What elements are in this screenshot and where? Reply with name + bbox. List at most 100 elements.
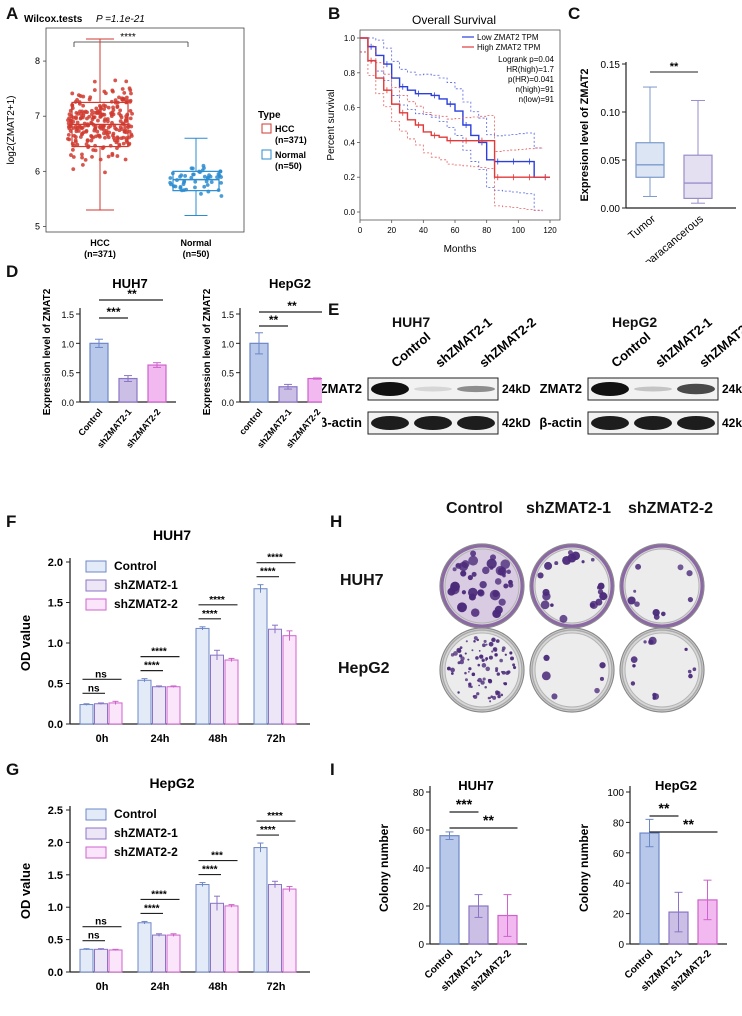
survival-curve-low <box>360 37 550 178</box>
od-bar <box>210 654 224 725</box>
data-point <box>204 179 209 184</box>
sig-label: **** <box>209 595 225 606</box>
colony <box>470 685 473 689</box>
colony <box>648 639 654 645</box>
colony <box>501 646 506 651</box>
colony <box>497 567 507 576</box>
colony <box>492 590 500 597</box>
sig-label: **** <box>202 609 218 620</box>
sig-label: **** <box>260 825 276 836</box>
colony <box>512 663 516 667</box>
data-point <box>91 115 96 120</box>
colony <box>635 563 642 570</box>
ci-lower <box>360 51 543 212</box>
colony <box>479 580 487 589</box>
colony <box>500 559 511 569</box>
y-axis-label: Expresion level of ZMAT2 <box>579 68 591 201</box>
y-tick-label: 1.5 <box>48 598 63 610</box>
y-tick-label: 100 <box>607 788 624 799</box>
data-point <box>81 103 86 108</box>
stat-line: n(high)=91 <box>516 85 555 94</box>
data-point <box>66 121 71 126</box>
data-point <box>83 157 88 162</box>
data-point <box>103 117 107 122</box>
colony <box>692 667 697 672</box>
y-tick-label: 80 <box>613 818 625 829</box>
colony <box>468 671 470 673</box>
colony <box>495 667 499 671</box>
i-1-bar <box>639 832 660 945</box>
row-label: ZMAT2 <box>540 381 582 396</box>
colony <box>503 682 506 685</box>
data-point <box>110 153 115 158</box>
colony <box>686 570 693 577</box>
y-tick-label: 0.5 <box>221 369 234 379</box>
legend-label: shZMAT2-1 <box>114 578 178 592</box>
colony <box>470 550 477 557</box>
data-point <box>71 126 76 130</box>
y-tick-label: 40 <box>413 864 425 875</box>
panel-letter-a: A <box>6 4 19 23</box>
colony <box>627 596 636 605</box>
data-point <box>197 169 202 174</box>
colony <box>595 598 603 606</box>
panel-letter-f: F <box>6 512 17 531</box>
colony <box>652 696 657 700</box>
data-point <box>193 179 198 184</box>
data-point <box>82 110 86 115</box>
data-point <box>124 95 129 100</box>
colony <box>504 653 507 656</box>
colony <box>482 566 490 575</box>
sig-label: **** <box>151 647 167 658</box>
data-point <box>71 167 76 171</box>
colony <box>470 608 480 617</box>
colony <box>486 558 497 569</box>
y-tick-label: 20 <box>413 902 425 913</box>
colony <box>468 587 478 598</box>
d-0-bar <box>147 364 167 403</box>
data-point <box>123 125 128 129</box>
colony <box>551 693 558 700</box>
data-point <box>113 98 118 102</box>
data-point <box>184 187 189 192</box>
x-tick-label: 60 <box>451 226 460 235</box>
x-tick-label: 40 <box>419 226 428 235</box>
panel-g-od-hepg2: HepG2 OD value 0.0 0.5 1.0 1.5 2.0 2.5 0h ns ns 24h… <box>18 775 310 993</box>
data-point <box>75 98 79 102</box>
legend-high: High ZMAT2 TPM <box>477 43 541 52</box>
y-axis-label: OD value <box>18 863 33 919</box>
data-point <box>103 104 108 109</box>
colony <box>488 641 494 647</box>
data-point <box>95 129 100 134</box>
data-point <box>115 154 120 158</box>
colony <box>506 569 511 574</box>
y-tick-label: 1.0 <box>221 339 234 349</box>
od-bar <box>253 588 268 725</box>
od-bar <box>268 628 282 725</box>
blot-title-huh7: HUH7 <box>392 314 431 330</box>
data-point <box>78 135 83 139</box>
colony <box>449 584 460 595</box>
data-point <box>84 142 89 147</box>
y-tick-label: 1.5 <box>48 870 63 882</box>
panel-e-western-blot: HUH7 HepG2 Control shZMAT2-1 shZMAT2-2 ZMAT… <box>322 300 742 450</box>
colony <box>630 681 636 686</box>
p-value-label: P =1.1e-21 <box>96 14 145 25</box>
data-point <box>74 116 78 121</box>
colony <box>450 653 455 657</box>
data-point <box>96 133 101 138</box>
data-point <box>126 142 131 147</box>
colony <box>495 690 499 695</box>
data-point <box>74 110 79 115</box>
colony <box>491 637 496 643</box>
od-bar <box>108 949 123 973</box>
data-point <box>126 125 131 129</box>
colony <box>471 649 474 652</box>
blot-title-hepg2: HepG2 <box>612 314 658 330</box>
y-tick-label: 0.0 <box>344 208 356 217</box>
colony <box>471 571 477 577</box>
colony <box>478 650 481 652</box>
y-tick-label: 0.4 <box>344 138 356 147</box>
colony <box>505 671 510 676</box>
colony <box>446 666 451 671</box>
